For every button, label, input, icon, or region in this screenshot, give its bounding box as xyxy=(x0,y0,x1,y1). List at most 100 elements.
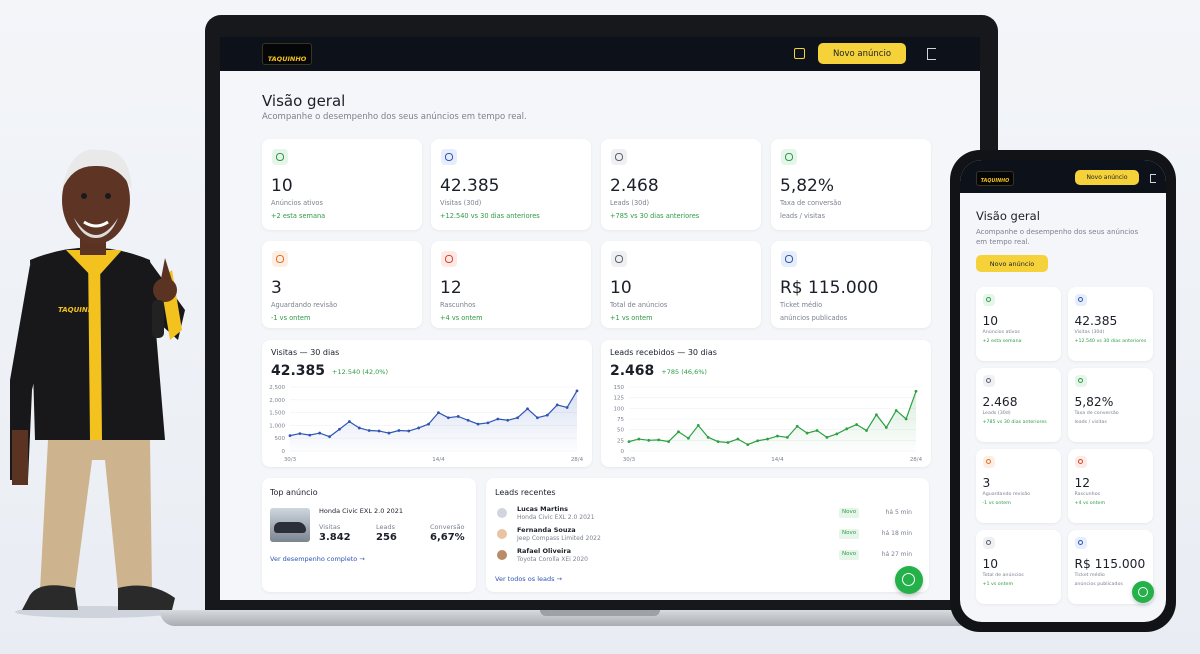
phone-new-listing-button[interactable]: Novo anúncio xyxy=(1075,170,1139,185)
lead-avatar xyxy=(497,508,507,518)
chart-title: Leads recebidos — 30 dias xyxy=(610,348,717,357)
stat-icon xyxy=(1075,294,1087,306)
y-tick-label: 125 xyxy=(614,396,625,402)
y-tick-label: 150 xyxy=(614,385,625,391)
point xyxy=(318,431,322,435)
stat-change: +785 vs 30 dias anteriores xyxy=(982,420,1047,426)
logout-icon[interactable] xyxy=(927,48,936,60)
stat-icon-glyph xyxy=(785,153,793,161)
chart-title: Visitas — 30 dias xyxy=(271,348,340,357)
stat-icon-glyph xyxy=(1078,297,1084,303)
stat-card: 3 Aguardando revisão -1 vs ontem xyxy=(976,449,1061,523)
stat-change: anúncios publicados xyxy=(780,314,848,322)
point xyxy=(486,421,490,425)
x-tick-label: 28/4 xyxy=(910,457,923,463)
lead-avatar xyxy=(497,550,507,560)
stat-icon xyxy=(983,456,995,468)
y-tick-label: 2,500 xyxy=(269,385,285,391)
logo-text: TAQUINHO xyxy=(980,179,1010,185)
stat-card: 3 Aguardando revisão -1 vs ontem xyxy=(262,241,422,328)
stat-change: +12.540 vs 30 dias anteriores xyxy=(440,212,540,220)
point xyxy=(397,429,401,432)
lead-time: há 27 min xyxy=(881,551,912,558)
stat-icon xyxy=(441,149,457,165)
new-listing-button[interactable]: Novo anúncio xyxy=(818,43,906,64)
stat-value: 10 xyxy=(982,314,999,329)
stat-value: 10 xyxy=(610,278,632,298)
apps-icon[interactable] xyxy=(794,48,805,59)
y-tick-label: 1,000 xyxy=(269,423,285,429)
stat-label: Ticket médio xyxy=(1074,572,1105,578)
metric-label: Conversão xyxy=(430,523,465,531)
x-tick-label: 30/3 xyxy=(284,457,297,463)
recent-leads-link[interactable]: Ver todos os leads → xyxy=(495,575,563,583)
chart-total: 42.385 xyxy=(271,363,326,379)
top-listing-title: Top anúncio xyxy=(270,488,318,497)
stat-value: 5,82% xyxy=(780,176,835,196)
stat-label: Aguardando revisão xyxy=(271,301,338,309)
point xyxy=(446,416,450,420)
point xyxy=(696,424,700,427)
point xyxy=(795,424,799,428)
stat-label: Ticket médio xyxy=(780,301,823,309)
stat-icon-glyph xyxy=(276,153,284,161)
point xyxy=(657,438,661,442)
logo: TAQUINHO xyxy=(262,43,312,65)
stat-icon-glyph xyxy=(276,255,284,263)
point xyxy=(298,432,302,435)
phone-new-listing-cta-label: Novo anúncio xyxy=(989,259,1035,268)
point xyxy=(884,426,888,429)
lead-badge: Novo xyxy=(839,529,860,539)
lead-car: Toyota Corolla XEi 2020 xyxy=(517,556,589,563)
point xyxy=(367,429,371,432)
point xyxy=(496,417,500,421)
lead-badge: Novo xyxy=(839,550,860,560)
phone-overview-title: Visão geral xyxy=(976,209,1040,223)
x-tick-label: 14/4 xyxy=(432,457,445,463)
stat-change: leads / visitas xyxy=(1074,420,1107,426)
stat-label: Visitas (30d) xyxy=(440,199,482,207)
stat-value: 2.468 xyxy=(982,395,1018,410)
stat-card: 2.468 Leads (30d) +785 vs 30 dias anterior… xyxy=(976,368,1061,442)
stat-value: 10 xyxy=(271,176,293,196)
chart-plot: 0 500 1,000 1,500 2,000 2,500 30/3 14/4 28/4 xyxy=(269,385,583,463)
phone-new-listing-cta[interactable]: Novo anúncio xyxy=(976,255,1048,272)
laptop-base xyxy=(160,610,1010,626)
mascot: TAQUINHO xyxy=(10,149,185,618)
chart-total: 2.468 xyxy=(610,363,655,379)
stat-label: Rascunhos xyxy=(1074,491,1101,497)
recent-leads-card: Leads recentes Lucas Martins Honda Civic E… xyxy=(486,478,929,592)
point xyxy=(647,438,651,442)
point xyxy=(637,437,641,441)
stat-icon-glyph xyxy=(986,297,992,303)
point xyxy=(526,407,529,411)
lead-car: Jeep Compass Limited 2022 xyxy=(517,535,601,542)
phone-screen: TAQUINHO Novo anúncio Visão geral Acompanhe… xyxy=(960,160,1166,622)
stat-icon-glyph xyxy=(986,540,992,546)
point xyxy=(545,413,549,417)
stat-icon xyxy=(983,537,995,549)
chart-change: +785 (46,6%) xyxy=(661,368,707,376)
whatsapp-button[interactable] xyxy=(1132,581,1154,603)
stat-value: 5,82% xyxy=(1074,395,1114,410)
line xyxy=(289,390,578,438)
point xyxy=(565,406,569,409)
stat-label: Visitas (30d) xyxy=(1074,329,1105,335)
y-tick-label: 500 xyxy=(275,436,286,442)
top-listing-link[interactable]: Ver desempenho completo → xyxy=(270,555,365,563)
lead-time: há 18 min xyxy=(881,530,912,537)
stat-label: Leads (30d) xyxy=(610,199,650,207)
point xyxy=(756,439,760,443)
stat-icon xyxy=(983,294,995,306)
stat-icon-glyph xyxy=(986,459,992,465)
whatsapp-button[interactable] xyxy=(895,566,923,594)
phone-logout-icon[interactable] xyxy=(1150,174,1156,183)
point xyxy=(347,420,351,423)
recent-leads-title: Leads recentes xyxy=(495,488,556,497)
stat-change: leads / visitas xyxy=(780,212,826,220)
point xyxy=(308,433,312,437)
whatsapp-glyph xyxy=(1137,586,1148,597)
y-tick-label: 75 xyxy=(617,417,624,423)
lead-name: Fernanda Souza xyxy=(517,526,576,534)
stat-change: +2 esta semana xyxy=(982,339,1022,345)
